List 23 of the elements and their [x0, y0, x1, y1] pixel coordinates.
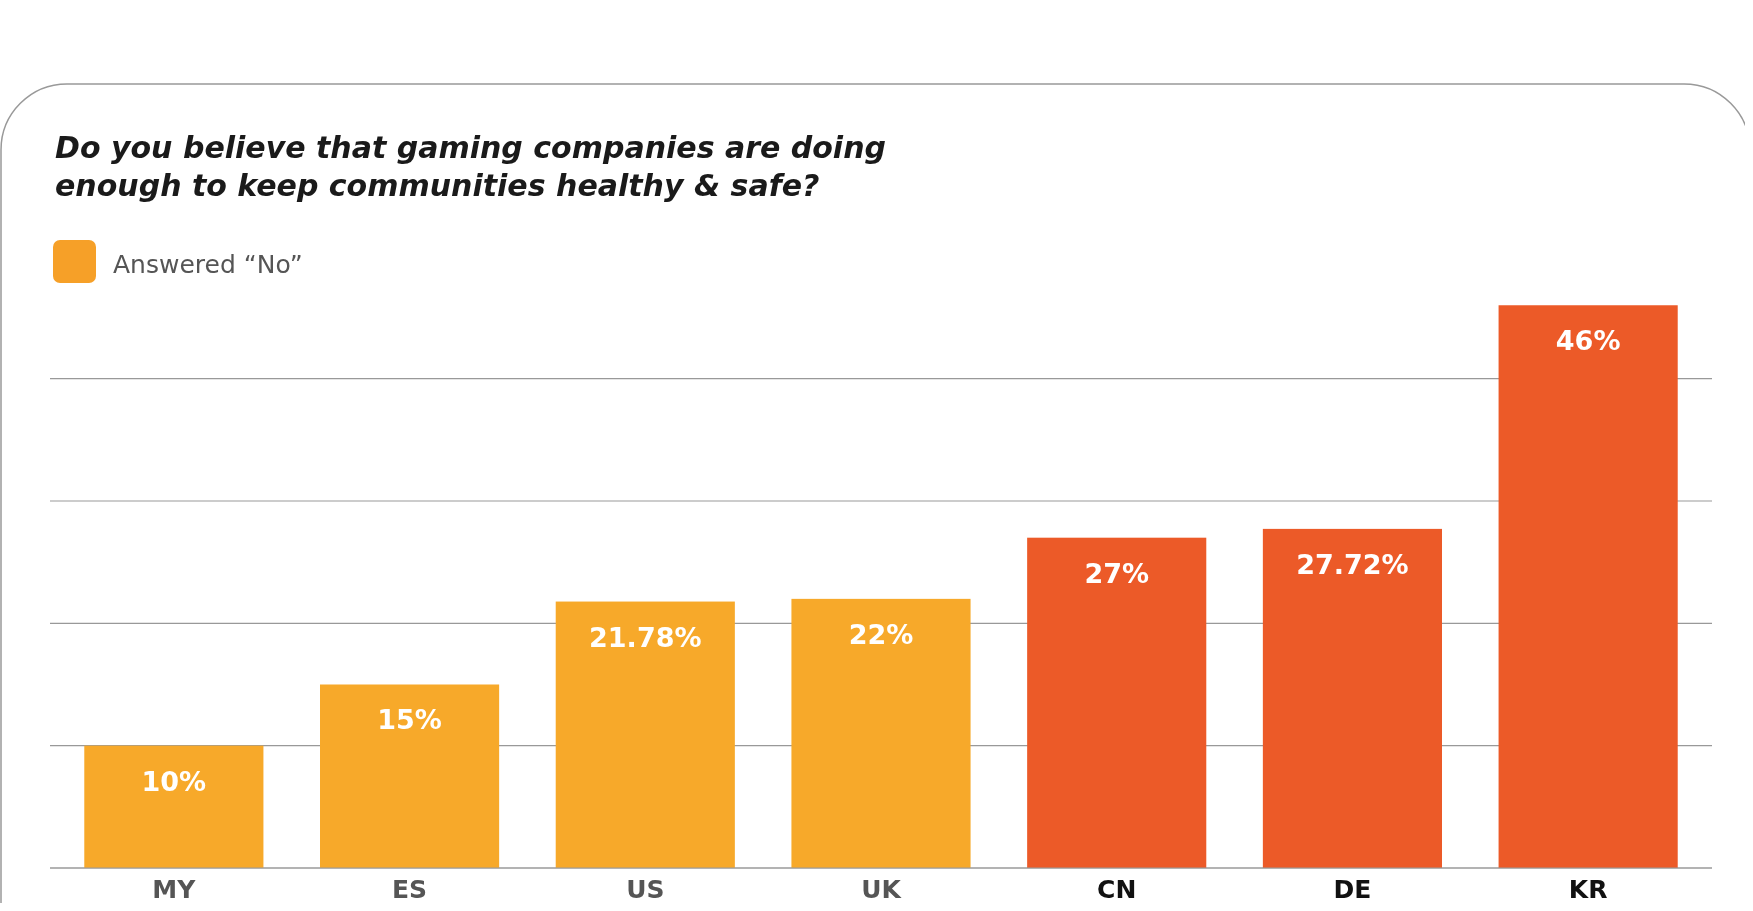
- x-tick-label: KR: [1568, 875, 1608, 904]
- bar: [555, 601, 735, 868]
- bar: [1498, 305, 1678, 868]
- data-label: 15%: [377, 704, 442, 736]
- data-label: 21.78%: [589, 621, 702, 653]
- legend-label: Answered “No”: [113, 250, 303, 279]
- bar: [1262, 528, 1442, 868]
- bar: [1027, 537, 1207, 868]
- x-tick-label: US: [626, 875, 665, 904]
- data-label: 27%: [1084, 557, 1150, 589]
- x-tick-label: UK: [861, 875, 903, 904]
- bar: [320, 684, 500, 868]
- data-label: 27.72%: [1296, 548, 1409, 580]
- data-label: 22%: [848, 618, 914, 650]
- x-tick-label: ES: [392, 875, 428, 904]
- bar: [84, 745, 264, 868]
- x-tick-label: CN: [1097, 875, 1137, 904]
- bar: [791, 598, 971, 868]
- data-label: 46%: [1555, 325, 1621, 357]
- chart-title: Do you believe that gaming companies are doing enough to keep communities healthy & safe?: [55, 130, 886, 203]
- x-tick-label: DE: [1333, 875, 1372, 904]
- x-tick-label: MY: [152, 875, 197, 904]
- data-label: 10%: [141, 765, 207, 797]
